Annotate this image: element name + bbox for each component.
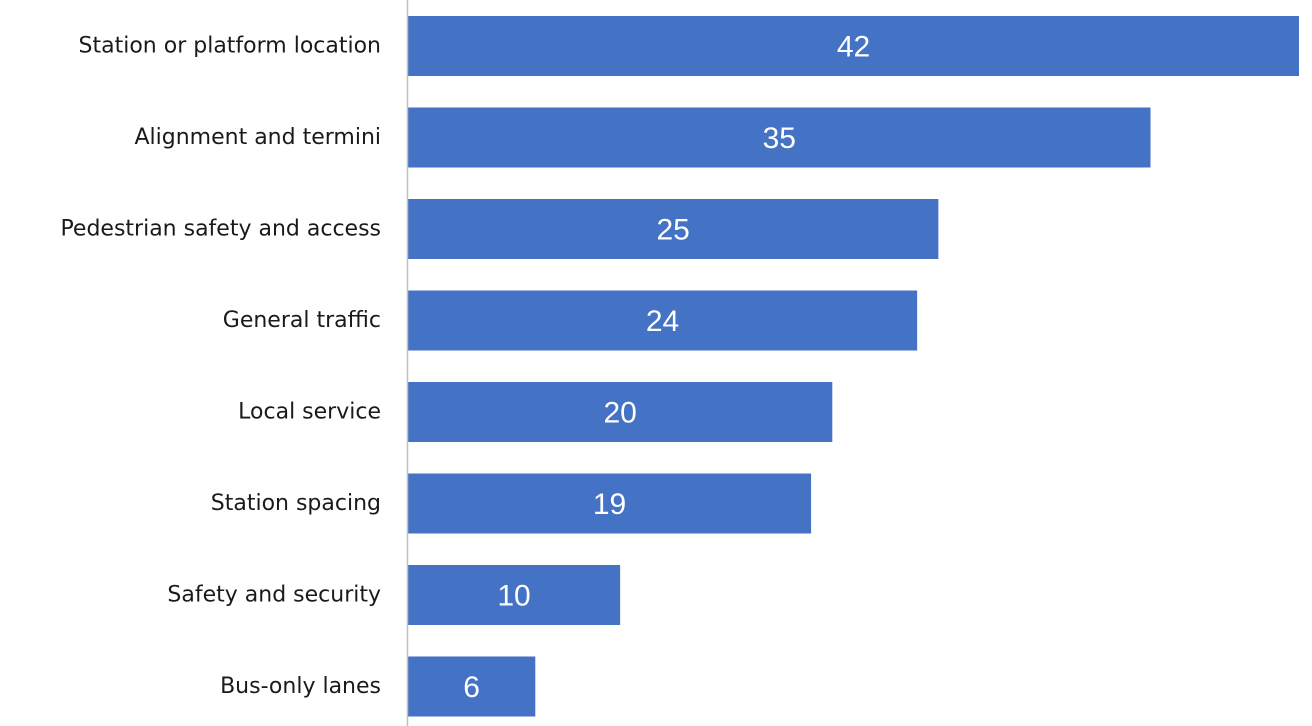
bar-7 [408,656,536,717]
category-label-2: Pedestrian safety and access [60,217,381,242]
bars-layer [408,16,1299,717]
category-label-6: Safety and security [167,583,381,608]
category-labels: Station or platform location Alignment an… [60,34,381,700]
bar-4 [408,382,833,442]
category-label-1: Alignment and termini [134,125,381,150]
data-label-6: 10 [497,580,530,613]
data-label-4: 20 [603,397,636,430]
category-label-4: Local service [238,400,381,425]
bar-2 [408,199,939,259]
bar-1 [408,107,1151,168]
data-label-5: 19 [593,488,626,521]
data-label-2: 25 [656,214,689,247]
bar-3 [408,290,918,351]
bar-5 [408,473,812,534]
data-label-3: 24 [646,305,679,338]
category-label-0: Station or platform location [79,34,381,59]
data-label-1: 35 [763,122,796,155]
data-label-0: 42 [837,31,870,64]
data-labels: 42 35 25 24 20 19 10 6 [463,31,870,705]
category-label-5: Station spacing [211,491,381,516]
data-label-7: 6 [463,671,480,704]
bar-0 [408,16,1299,76]
category-label-3: General traffic [223,308,381,333]
category-label-7: Bus-only lanes [220,674,381,699]
bar-6 [408,565,621,625]
